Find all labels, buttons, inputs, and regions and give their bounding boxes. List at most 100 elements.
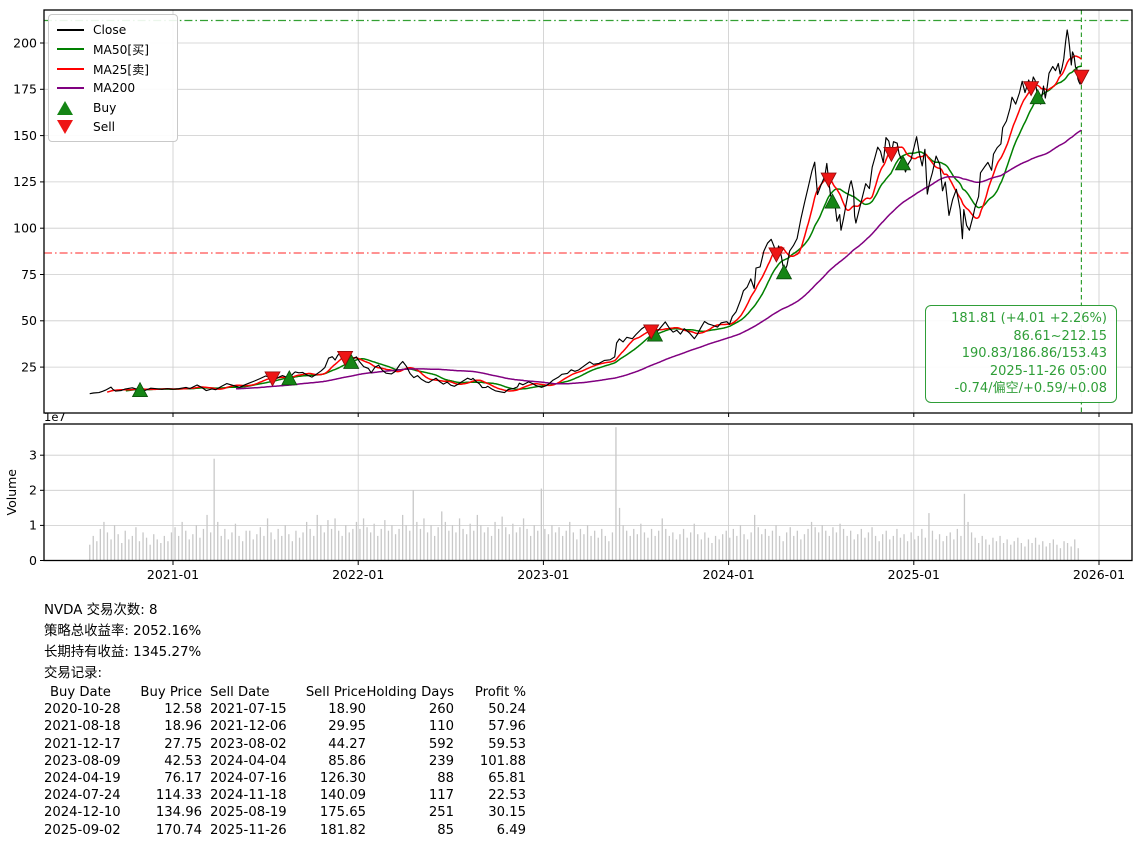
cell: 2021-12-17 xyxy=(44,736,121,752)
trade-log-title: 交易记录: xyxy=(44,666,103,681)
sell-marker xyxy=(1073,69,1090,85)
cell: 251 xyxy=(428,805,454,821)
cell: 18.96 xyxy=(164,719,202,735)
cell: 2024-07-24 xyxy=(44,788,121,804)
legend-label: Sell xyxy=(93,120,116,135)
cell: 101.88 xyxy=(479,753,526,769)
sell-marker xyxy=(264,371,281,387)
legend-item-sell: Sell xyxy=(57,118,169,138)
cell: 6.49 xyxy=(496,822,526,838)
cell: 117 xyxy=(428,788,454,804)
cell: 134.96 xyxy=(155,805,202,821)
volume-axis-label: 0 xyxy=(29,553,37,568)
volume-axis-label: 1 xyxy=(29,518,37,533)
cell: 2023-08-02 xyxy=(210,736,287,752)
cell: 592 xyxy=(428,736,454,752)
legend: Close MA50[买] MA25[卖] MA200 Buy Sell xyxy=(48,14,178,142)
price-axis-label: 100 xyxy=(13,221,37,236)
legend-item-ma25-sell: MA25[卖] xyxy=(57,59,169,79)
cell: 2023-08-09 xyxy=(44,753,121,769)
legend-item-ma50-buy: MA50[买] xyxy=(57,40,169,60)
legend-item-buy: Buy xyxy=(57,98,169,118)
cell: 29.95 xyxy=(328,719,366,735)
quote-annotation: 181.81 (+4.01 +2.26%) 86.61~212.15 190.8… xyxy=(925,305,1117,403)
annotation-range-line: 86.61~212.15 xyxy=(1013,328,1107,344)
cell: 2021-07-15 xyxy=(210,702,287,718)
sell-marker xyxy=(643,324,660,340)
buy-marker xyxy=(281,369,298,386)
trade-table-row: 2024-12-10 134.96 2025-08-19 175.65 251 30.15 xyxy=(44,804,526,821)
cell: 50.24 xyxy=(488,702,526,718)
cell: 2024-04-19 xyxy=(44,771,121,787)
strategy-return-line: 策略总收益率: 2052.16% xyxy=(44,624,202,639)
cell: 30.15 xyxy=(488,805,526,821)
cell: 2021-12-06 xyxy=(210,719,287,735)
axis-ticks xyxy=(40,42,1100,565)
sell-triangle-icon xyxy=(57,120,73,135)
legend-label: Close xyxy=(93,22,127,37)
cell: 175.65 xyxy=(319,805,366,821)
cell: 42.53 xyxy=(164,753,202,769)
buy-marker xyxy=(1029,88,1046,105)
cell: 12.58 xyxy=(164,702,202,718)
cell: 44.27 xyxy=(328,736,366,752)
cell: 126.30 xyxy=(319,771,366,787)
legend-item-close: Close xyxy=(57,20,169,40)
volume-offset-label: 1e7 xyxy=(44,410,66,424)
legend-label: MA25[卖] xyxy=(93,62,150,77)
cell: 59.53 xyxy=(488,736,526,752)
cell: 140.09 xyxy=(319,788,366,804)
cell: 85 xyxy=(437,822,454,838)
cell: 2025-08-19 xyxy=(210,805,287,821)
price-axis-label: 25 xyxy=(21,359,37,374)
volume-plot-border xyxy=(43,423,1133,562)
buyhold-return-line: 长期持有收益: 1345.27% xyxy=(44,645,202,660)
price-axis-label: 75 xyxy=(21,267,37,282)
axis-tick-labels: 25 50 75 100 125 150 175 200 0 1 2 3 2021-01 2022-01 2… xyxy=(13,35,1125,582)
sell-marker xyxy=(820,172,837,188)
trade-table-row: 2021-08-18 18.96 2021-12-06 29.95 110 57.96 xyxy=(44,718,526,735)
volume-axis-label: 3 xyxy=(29,448,37,463)
trade-table-header: Buy Date Buy Price Sell Date Sell Price Hold… xyxy=(44,684,526,701)
sell-marker xyxy=(1022,81,1040,97)
cell: 2025-09-02 xyxy=(44,822,121,838)
ma200-line-swatch xyxy=(57,87,84,90)
strategy-summary: NVDA 交易次数: 8 策略总收益率: 2052.16% 长期持有收益: 13… xyxy=(44,600,526,839)
legend-label: MA50[买] xyxy=(93,43,150,58)
legend-label: MA200 xyxy=(93,81,136,96)
buy-triangle-icon xyxy=(57,100,73,115)
volume-axis-title: Volume xyxy=(4,469,19,516)
trade-table-row: 2025-09-02 170.74 2025-11-26 181.82 85 6.49 xyxy=(44,822,526,839)
ma200-line xyxy=(235,129,1082,390)
cell: 239 xyxy=(428,753,454,769)
annotation-signal-line: -0.74/偏空/+0.59/+0.08 xyxy=(954,381,1107,396)
buy-marker xyxy=(131,381,149,397)
trade-table: Buy Date Buy Price Sell Date Sell Price Hold… xyxy=(44,684,526,839)
date-axis-label: 2026-01 xyxy=(1073,567,1125,582)
sell-marker xyxy=(883,147,900,163)
main-plot-border xyxy=(43,9,1133,414)
column-header: Profit % xyxy=(474,685,526,700)
date-axis-label: 2025-01 xyxy=(888,567,940,582)
gridlines xyxy=(44,10,1132,561)
column-header: Sell Price xyxy=(305,685,366,700)
cell: 2020-10-28 xyxy=(44,702,121,718)
cell: 57.96 xyxy=(488,719,526,735)
price-axis-label: 150 xyxy=(13,128,37,143)
annotation-ma-line: 190.83/186.86/153.43 xyxy=(961,346,1107,361)
column-header: Sell Date xyxy=(210,685,270,700)
buy-marker xyxy=(894,155,912,171)
cell: 18.90 xyxy=(328,702,366,718)
price-axis-label: 200 xyxy=(13,35,37,50)
sell-marker xyxy=(336,351,354,367)
close-line xyxy=(89,29,1082,395)
cell: 88 xyxy=(437,771,454,787)
annotation-price-line: 181.81 (+4.01 +2.26%) xyxy=(951,311,1107,326)
cell: 2025-11-26 xyxy=(210,822,287,838)
cell: 2021-08-18 xyxy=(44,719,121,735)
cell: 181.82 xyxy=(319,822,366,838)
annotation-datetime-line: 2025-11-26 05:00 xyxy=(989,363,1107,379)
cell: 170.74 xyxy=(155,822,202,838)
trade-count-line: NVDA 交易次数: 8 xyxy=(44,603,158,618)
